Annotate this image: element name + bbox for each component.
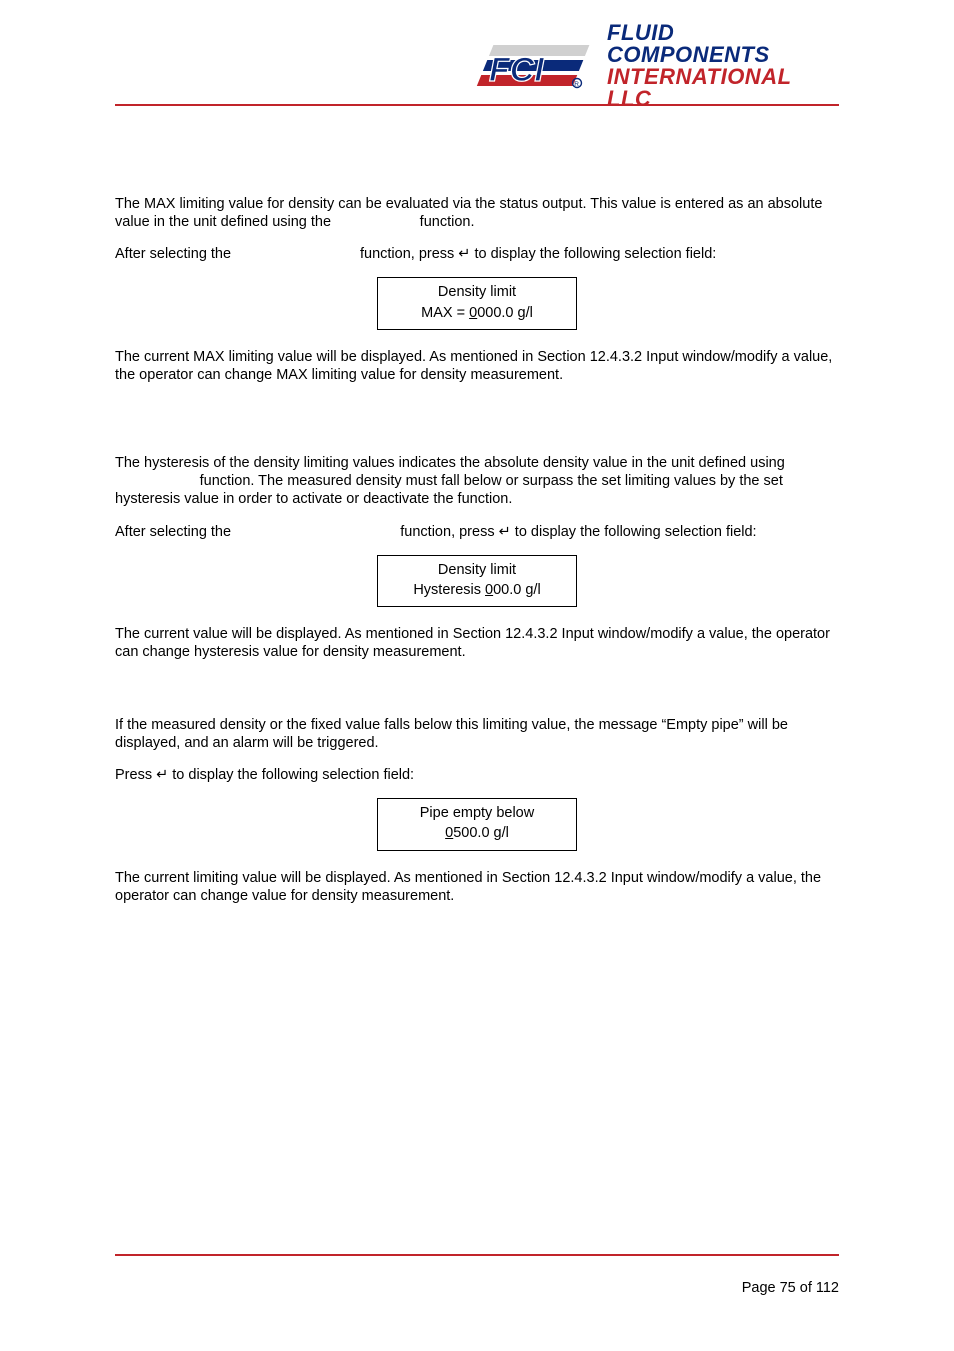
s1-p1: The MAX limiting value for density can b… [115,195,839,231]
s3-box-line1: Pipe empty below [384,803,570,823]
s1-p3: The current MAX limiting value will be d… [115,348,839,384]
s1-box-line1: Density limit [384,282,570,302]
s3-p1: If the measured density or the fixed val… [115,716,839,752]
s2-box-line2: Hysteresis 000.0 g/l [384,580,570,600]
s2-box-line1: Density limit [384,560,570,580]
s2-display-box: Density limit Hysteresis 000.0 g/l [377,555,577,608]
s1-display-box: Density limit MAX = 0000.0 g/l [377,277,577,330]
s2-p2: After selecting the function, press ↵ to… [115,523,839,541]
footer-rule [115,1254,839,1256]
s1-box-line2: MAX = 0000.0 g/l [384,303,570,323]
content: The MAX limiting value for density can b… [115,195,839,919]
svg-text:R: R [574,81,579,88]
logo-line1: FLUID COMPONENTS [607,22,839,66]
logo-mark: FCI R [469,41,599,91]
gap-1 [115,398,839,454]
gap-2 [115,676,839,716]
svg-text:FCI: FCI [489,51,545,89]
s3-p2: Press ↵ to display the following selecti… [115,766,839,784]
s3-p3: The current limiting value will be displ… [115,869,839,905]
page-number: Page 75 of 112 [742,1280,839,1296]
page: FCI R FLUID COMPONENTS INTERNATIONAL LLC… [0,0,954,1351]
s3-box-line2: 0500.0 g/l [384,823,570,843]
logo: FCI R FLUID COMPONENTS INTERNATIONAL LLC [469,38,839,94]
logo-text: FLUID COMPONENTS INTERNATIONAL LLC [607,22,839,110]
s1-p2: After selecting the function, press ↵ to… [115,245,839,263]
header-rule [115,104,839,106]
s2-p3: The current value will be displayed. As … [115,625,839,661]
s2-p1: The hysteresis of the density limiting v… [115,454,839,508]
s3-display-box: Pipe empty below 0500.0 g/l [377,798,577,851]
